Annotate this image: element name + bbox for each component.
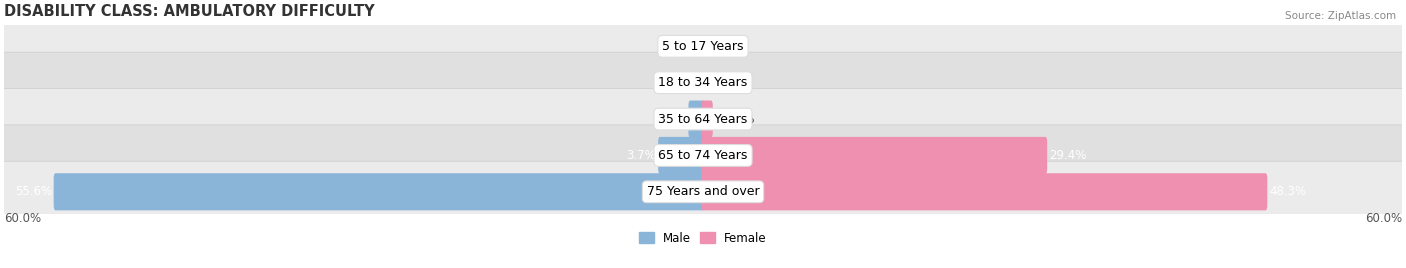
Text: 48.3%: 48.3% <box>1270 185 1306 198</box>
Text: 65 to 74 Years: 65 to 74 Years <box>658 149 748 162</box>
Text: 1.1%: 1.1% <box>659 113 689 126</box>
FancyBboxPatch shape <box>53 173 704 210</box>
Legend: Male, Female: Male, Female <box>634 227 772 249</box>
FancyBboxPatch shape <box>702 100 713 137</box>
Text: 18 to 34 Years: 18 to 34 Years <box>658 76 748 89</box>
Text: 3.7%: 3.7% <box>627 149 657 162</box>
FancyBboxPatch shape <box>0 161 1406 222</box>
Text: Source: ZipAtlas.com: Source: ZipAtlas.com <box>1285 11 1396 21</box>
Text: 35 to 64 Years: 35 to 64 Years <box>658 113 748 126</box>
FancyBboxPatch shape <box>0 125 1406 186</box>
Text: 55.6%: 55.6% <box>15 185 52 198</box>
Text: 0.0%: 0.0% <box>659 40 689 53</box>
Text: 5 to 17 Years: 5 to 17 Years <box>662 40 744 53</box>
Text: 0.0%: 0.0% <box>717 40 747 53</box>
FancyBboxPatch shape <box>0 52 1406 113</box>
FancyBboxPatch shape <box>0 16 1406 77</box>
FancyBboxPatch shape <box>702 137 1047 174</box>
Text: 0.0%: 0.0% <box>659 76 689 89</box>
FancyBboxPatch shape <box>689 100 704 137</box>
FancyBboxPatch shape <box>702 173 1267 210</box>
Text: 60.0%: 60.0% <box>4 212 41 225</box>
Text: 29.4%: 29.4% <box>1049 149 1087 162</box>
Text: 0.0%: 0.0% <box>717 76 747 89</box>
FancyBboxPatch shape <box>0 88 1406 150</box>
FancyBboxPatch shape <box>658 137 704 174</box>
Text: 0.69%: 0.69% <box>717 113 754 126</box>
Text: 75 Years and over: 75 Years and over <box>647 185 759 198</box>
Text: 60.0%: 60.0% <box>1365 212 1402 225</box>
Text: DISABILITY CLASS: AMBULATORY DIFFICULTY: DISABILITY CLASS: AMBULATORY DIFFICULTY <box>4 4 375 19</box>
